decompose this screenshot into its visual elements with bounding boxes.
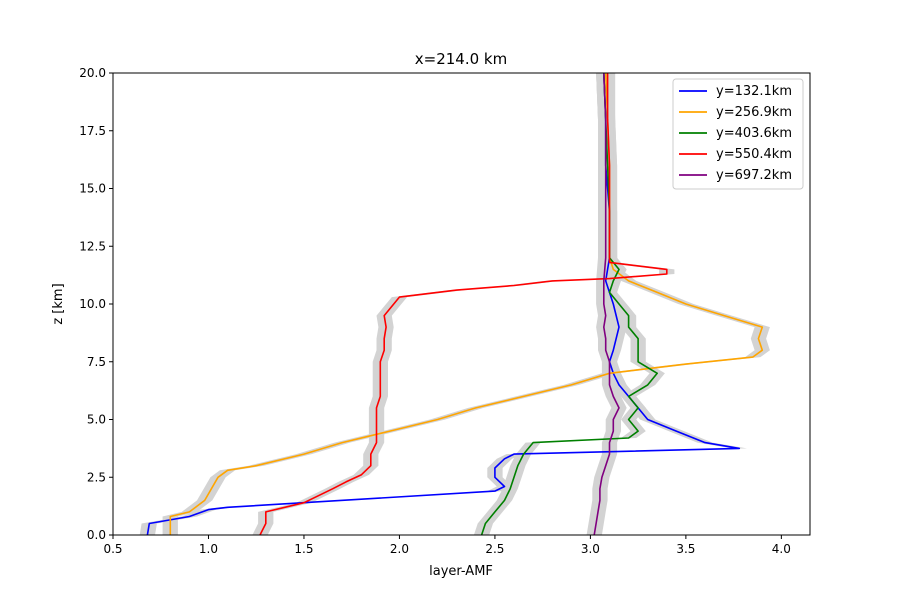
series-line bbox=[259, 73, 668, 536]
uncertainty-band bbox=[139, 73, 747, 535]
legend-box bbox=[672, 78, 804, 190]
x-tick-label: 3.0 bbox=[581, 542, 600, 556]
y-tick-label: 15.0 bbox=[79, 182, 106, 196]
series-lines bbox=[146, 72, 764, 536]
legend-label: y=132.1km bbox=[716, 84, 792, 99]
series-line bbox=[146, 72, 741, 536]
x-tick-label: 3.5 bbox=[676, 542, 695, 556]
legend: y=132.1km y=256.9km y=403.6km y=550.4km y=69… bbox=[672, 78, 804, 190]
uncertainty-bands bbox=[139, 73, 770, 535]
y-tick-label: 12.5 bbox=[79, 239, 106, 253]
series-line bbox=[169, 72, 764, 535]
x-tick-label: 2.5 bbox=[485, 542, 504, 556]
x-tick-label: 1.5 bbox=[294, 542, 313, 556]
y-tick-label: 5.0 bbox=[87, 413, 106, 427]
y-axis-ticks: 0.0 2.5 5.0 7.5 10.0 12.5 15.0 17.5 20.0 bbox=[79, 66, 113, 542]
legend-label: y=550.4km bbox=[716, 147, 792, 162]
x-tick-label: 0.5 bbox=[103, 542, 122, 556]
y-tick-label: 10.0 bbox=[79, 297, 106, 311]
uncertainty-band bbox=[473, 73, 665, 535]
x-tick-label: 2.0 bbox=[390, 542, 409, 556]
x-axis-ticks: 0.5 1.0 1.5 2.0 2.5 3.0 3.5 4.0 bbox=[103, 535, 791, 556]
chart-title: x=214.0 km bbox=[415, 50, 507, 68]
y-tick-label: 7.5 bbox=[87, 355, 106, 369]
x-tick-label: 1.0 bbox=[199, 542, 218, 556]
y-tick-label: 0.0 bbox=[87, 528, 106, 542]
y-axis-label: z [km] bbox=[51, 283, 66, 324]
legend-label: y=403.6km bbox=[716, 126, 792, 141]
series-line bbox=[480, 72, 658, 536]
legend-label: y=697.2km bbox=[716, 168, 792, 183]
y-tick-label: 17.5 bbox=[79, 124, 106, 138]
uncertainty-band bbox=[586, 73, 627, 535]
x-axis-label: layer-AMF bbox=[429, 564, 493, 579]
y-tick-label: 20.0 bbox=[79, 66, 106, 80]
series-line bbox=[593, 72, 620, 536]
legend-label: y=256.9km bbox=[716, 105, 792, 120]
y-tick-label: 2.5 bbox=[87, 470, 106, 484]
x-tick-label: 4.0 bbox=[772, 542, 791, 556]
